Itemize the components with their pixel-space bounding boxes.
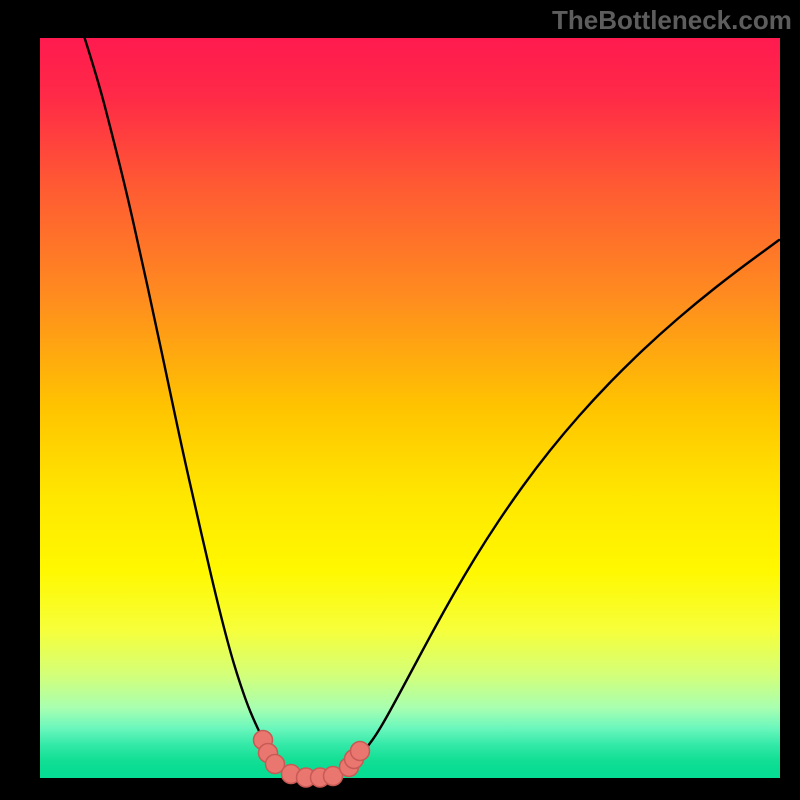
curve-marker	[351, 742, 370, 761]
gradient-background	[40, 38, 780, 778]
bottleneck-chart	[0, 0, 800, 800]
watermark-text: TheBottleneck.com	[552, 5, 792, 36]
